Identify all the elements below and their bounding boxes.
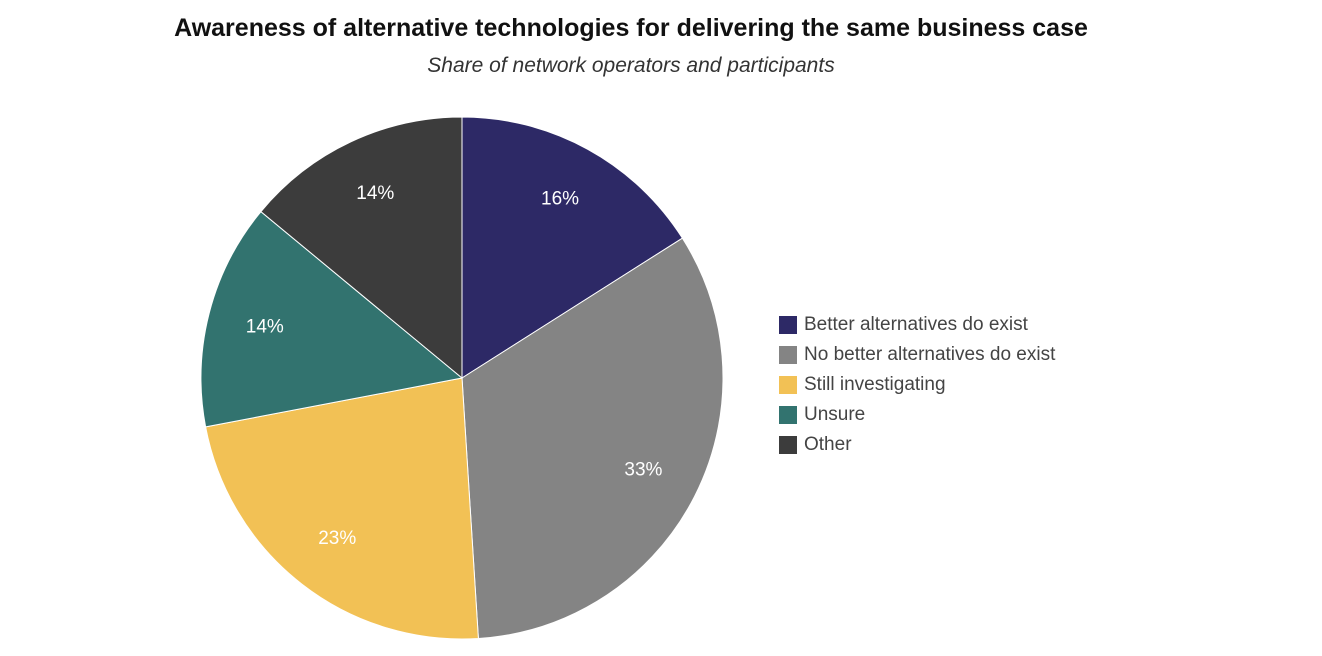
slice-value-label: 14% [356,183,394,204]
chart-subtitle: Share of network operators and participa… [427,54,835,77]
legend-item: Unsure [779,400,1055,430]
pie-slice-labels: 16% 33% 23% 14% 14% [246,183,663,549]
pie-slice [461,116,684,379]
pie-slice [260,116,463,380]
pie-slice [461,237,724,640]
legend-label: Still investigating [804,374,946,395]
pie-slice [200,210,464,428]
legend-swatch [779,316,797,334]
legend-label: No better alternatives do exist [804,344,1056,365]
slice-value-label: 33% [624,459,662,480]
pie-slice [205,377,479,640]
legend-swatch [779,436,797,454]
legend-item: Still investigating [779,370,1055,400]
legend-label: Unsure [804,404,866,425]
slice-value-label: 14% [246,316,284,337]
legend-swatch [779,406,797,424]
legend: Better alternatives do exist No better a… [779,310,1055,460]
legend-item: Better alternatives do exist [779,310,1055,340]
slice-value-label: 23% [318,528,356,549]
pie-slices [200,116,724,640]
legend-swatch [779,346,797,364]
slice-value-label: 16% [541,189,579,210]
legend-item: No better alternatives do exist [779,340,1055,370]
chart-title: Awareness of alternative technologies fo… [174,14,1088,42]
legend-item: Other [779,430,1055,460]
legend-swatch [779,376,797,394]
legend-label: Better alternatives do exist [804,314,1028,335]
legend-label: Other [804,434,852,455]
